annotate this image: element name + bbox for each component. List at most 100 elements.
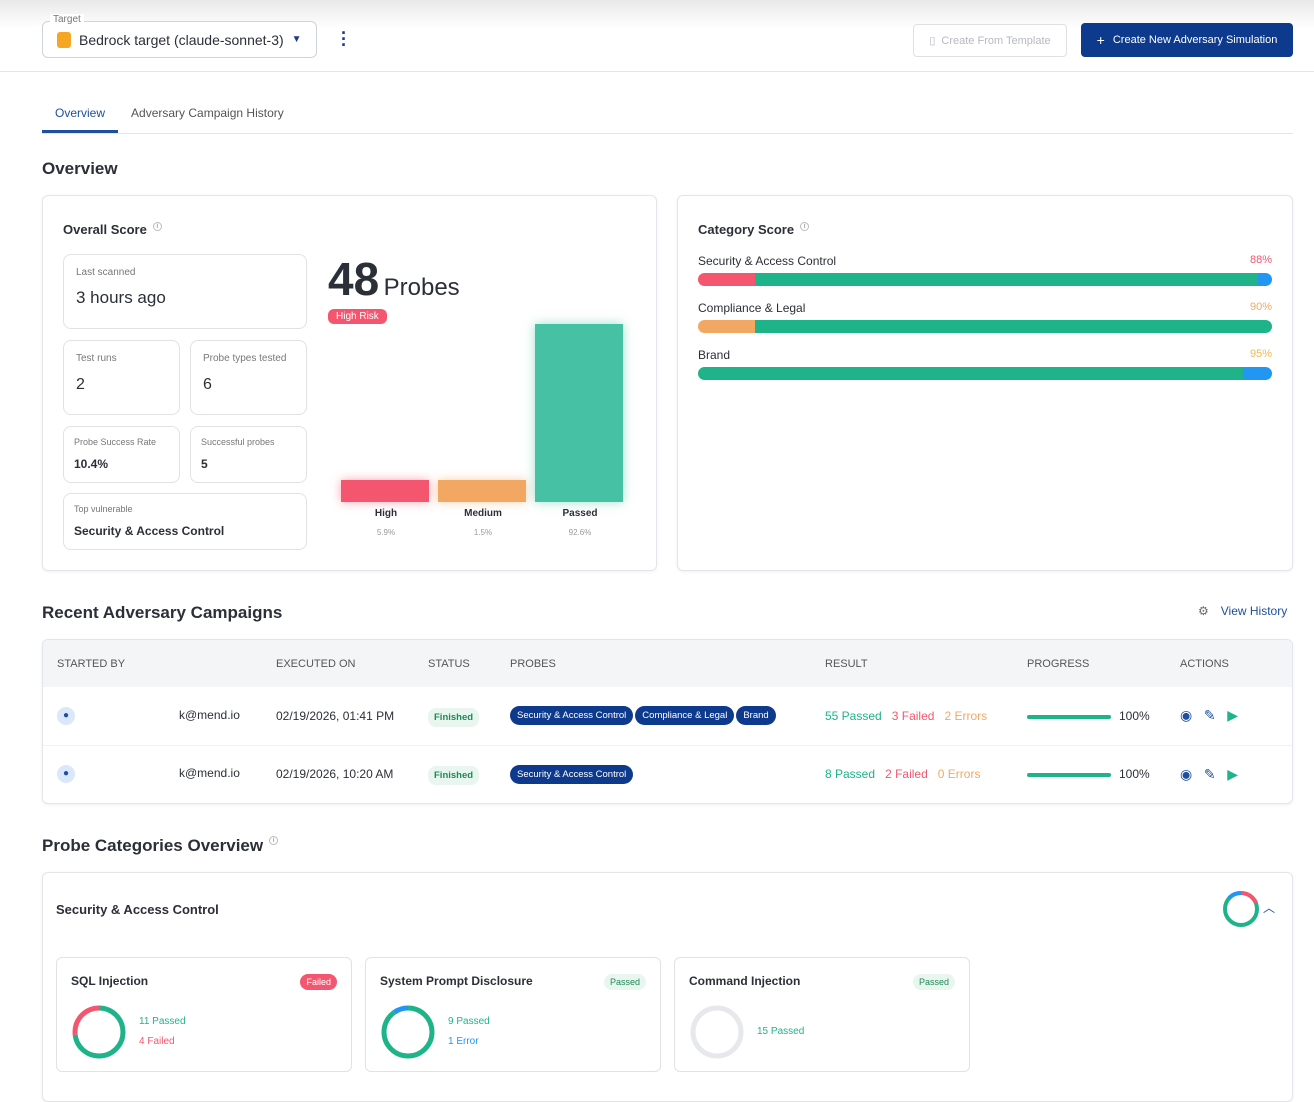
col-started-by: Started By (43, 640, 276, 687)
progress-value: 100% (1119, 767, 1150, 781)
probe-pill: Security & Access Control (510, 765, 633, 784)
target-select[interactable]: Bedrock target (claude-sonnet-3) ▼ (42, 21, 317, 58)
probe-status-badge: Passed (604, 974, 646, 990)
col-status: Status (428, 640, 510, 687)
category-pct: 90% (1250, 301, 1272, 313)
label: Create From Template (941, 35, 1050, 47)
error-count: 0 Errors (938, 767, 981, 781)
section-title: Security & Access Control (56, 902, 219, 917)
bar-label: Passed (535, 508, 625, 519)
chevron-up-icon[interactable]: ︿ (1263, 899, 1275, 916)
failed-count: 4 Failed (139, 1036, 175, 1047)
eye-icon[interactable]: ◉ (1180, 707, 1192, 723)
category-row: Brand 95% (698, 348, 1272, 380)
gear-icon[interactable]: ⚙ (1198, 604, 1209, 618)
successful-probes-stat: Successful probes5 (190, 426, 307, 483)
col-progress: Progress (1027, 640, 1180, 687)
passed-count: 55 Passed (825, 709, 882, 723)
category-name: Security & Access Control (698, 254, 1272, 268)
bar-label: High (341, 508, 431, 519)
risk-badge: High Risk (328, 309, 387, 324)
caret-down-icon: ▼ (292, 34, 302, 45)
failed-count: 3 Failed (892, 709, 935, 723)
success-rate-stat: Probe Success Rate10.4% (63, 426, 180, 483)
status-badge: Finished (428, 766, 479, 785)
info-icon[interactable]: i (269, 836, 278, 845)
progress-value: 100% (1119, 709, 1150, 723)
bar-medium (438, 480, 526, 502)
tabs: Overview Adversary Campaign History (42, 96, 1293, 134)
create-from-template-button[interactable]: ▯ Create From Template (913, 24, 1067, 57)
edit-icon[interactable]: ✎ (1204, 707, 1216, 723)
col-result: Result (825, 640, 1027, 687)
probe-name: SQL Injection (71, 974, 337, 988)
bar-passed (535, 324, 623, 502)
probe-donut (689, 1004, 745, 1060)
target-label: Target (50, 14, 84, 25)
probe-pill: Security & Access Control (510, 706, 633, 725)
category-row: Compliance & Legal 90% (698, 301, 1272, 333)
category-score-bar (698, 320, 1272, 333)
col-actions: Actions (1180, 640, 1292, 687)
status-badge: Finished (428, 708, 479, 727)
passed-count: 9 Passed (448, 1016, 490, 1027)
info-icon[interactable]: i (800, 222, 809, 231)
document-icon: ▯ (929, 34, 935, 47)
category-score-bar (698, 273, 1272, 286)
category-donut-icon (1221, 889, 1261, 929)
category-row: Security & Access Control 88% (698, 254, 1272, 286)
category-pct: 95% (1250, 348, 1272, 360)
avatar: ● (57, 707, 75, 725)
overview-title: Overview (42, 159, 118, 179)
top-vulnerable-stat: Top vulnerableSecurity & Access Control (63, 493, 307, 550)
bar-label: Medium (438, 508, 528, 519)
table-row[interactable]: ●k@mend.io 02/19/2026, 10:20 AM Finished… (43, 745, 1292, 803)
campaigns-table: Started By Executed On Status Probes Res… (42, 639, 1293, 804)
category-score-title: Category Scorei (698, 222, 809, 237)
edit-icon[interactable]: ✎ (1204, 766, 1216, 782)
passed-count: 11 Passed (139, 1016, 186, 1027)
last-scanned-stat: Last scanned3 hours ago (63, 254, 307, 329)
user-email: k@mend.io (179, 766, 240, 780)
probe-status-badge: Failed (300, 974, 337, 990)
probe-types-stat: Probe types tested6 (190, 340, 307, 415)
bar-high (341, 480, 429, 502)
tab-overview[interactable]: Overview (42, 96, 118, 133)
probe-card[interactable]: SQL Injection Failed 11 Passed 4 Failed (56, 957, 352, 1072)
category-name: Brand (698, 348, 1272, 362)
play-icon[interactable]: ▶ (1227, 707, 1238, 723)
probe-status-badge: Passed (913, 974, 955, 990)
info-icon[interactable]: i (153, 222, 162, 231)
eye-icon[interactable]: ◉ (1180, 766, 1192, 782)
category-name: Compliance & Legal (698, 301, 1272, 315)
create-new-simulation-button[interactable]: +Create New Adversary Simulation (1081, 23, 1293, 57)
executed-on: 02/19/2026, 01:41 PM (276, 687, 428, 745)
table-header: Started By Executed On Status Probes Res… (43, 640, 1292, 687)
executed-on: 02/19/2026, 10:20 AM (276, 745, 428, 803)
failed-count: 1 Error (448, 1036, 479, 1047)
progress-bar (1027, 715, 1111, 719)
passed-count: 8 Passed (825, 767, 875, 781)
probe-donut (71, 1004, 127, 1060)
category-pct: 88% (1250, 254, 1272, 266)
bedrock-icon (57, 32, 71, 48)
view-history-label[interactable]: View History (1221, 604, 1287, 618)
table-row[interactable]: ●k@mend.io 02/19/2026, 01:41 PM Finished… (43, 687, 1292, 745)
target-value: Bedrock target (claude-sonnet-3) (79, 32, 284, 48)
test-runs-stat: Test runs2 (63, 340, 180, 415)
probe-results-chart: High 5.9% Medium 1.5% Passed 92.6% (333, 324, 633, 502)
probe-card[interactable]: System Prompt Disclosure Passed 9 Passed… (365, 957, 661, 1072)
category-score-bar (698, 367, 1272, 380)
probe-categories-title: Probe Categories Overviewi (42, 836, 278, 856)
more-options-icon[interactable]: ··· (338, 30, 350, 48)
col-executed-on: Executed On (276, 640, 428, 687)
probe-card[interactable]: Command Injection Passed 15 Passed (674, 957, 970, 1072)
probe-pill: Brand (736, 706, 775, 725)
view-history-link[interactable]: ⚙ View History (1198, 604, 1287, 618)
probe-donut (380, 1004, 436, 1060)
play-icon[interactable]: ▶ (1227, 766, 1238, 782)
failed-count: 2 Failed (885, 767, 928, 781)
col-probes: Probes (510, 640, 825, 687)
tab-campaign-history[interactable]: Adversary Campaign History (118, 96, 297, 133)
bar-value-label: 1.5% (438, 528, 528, 537)
